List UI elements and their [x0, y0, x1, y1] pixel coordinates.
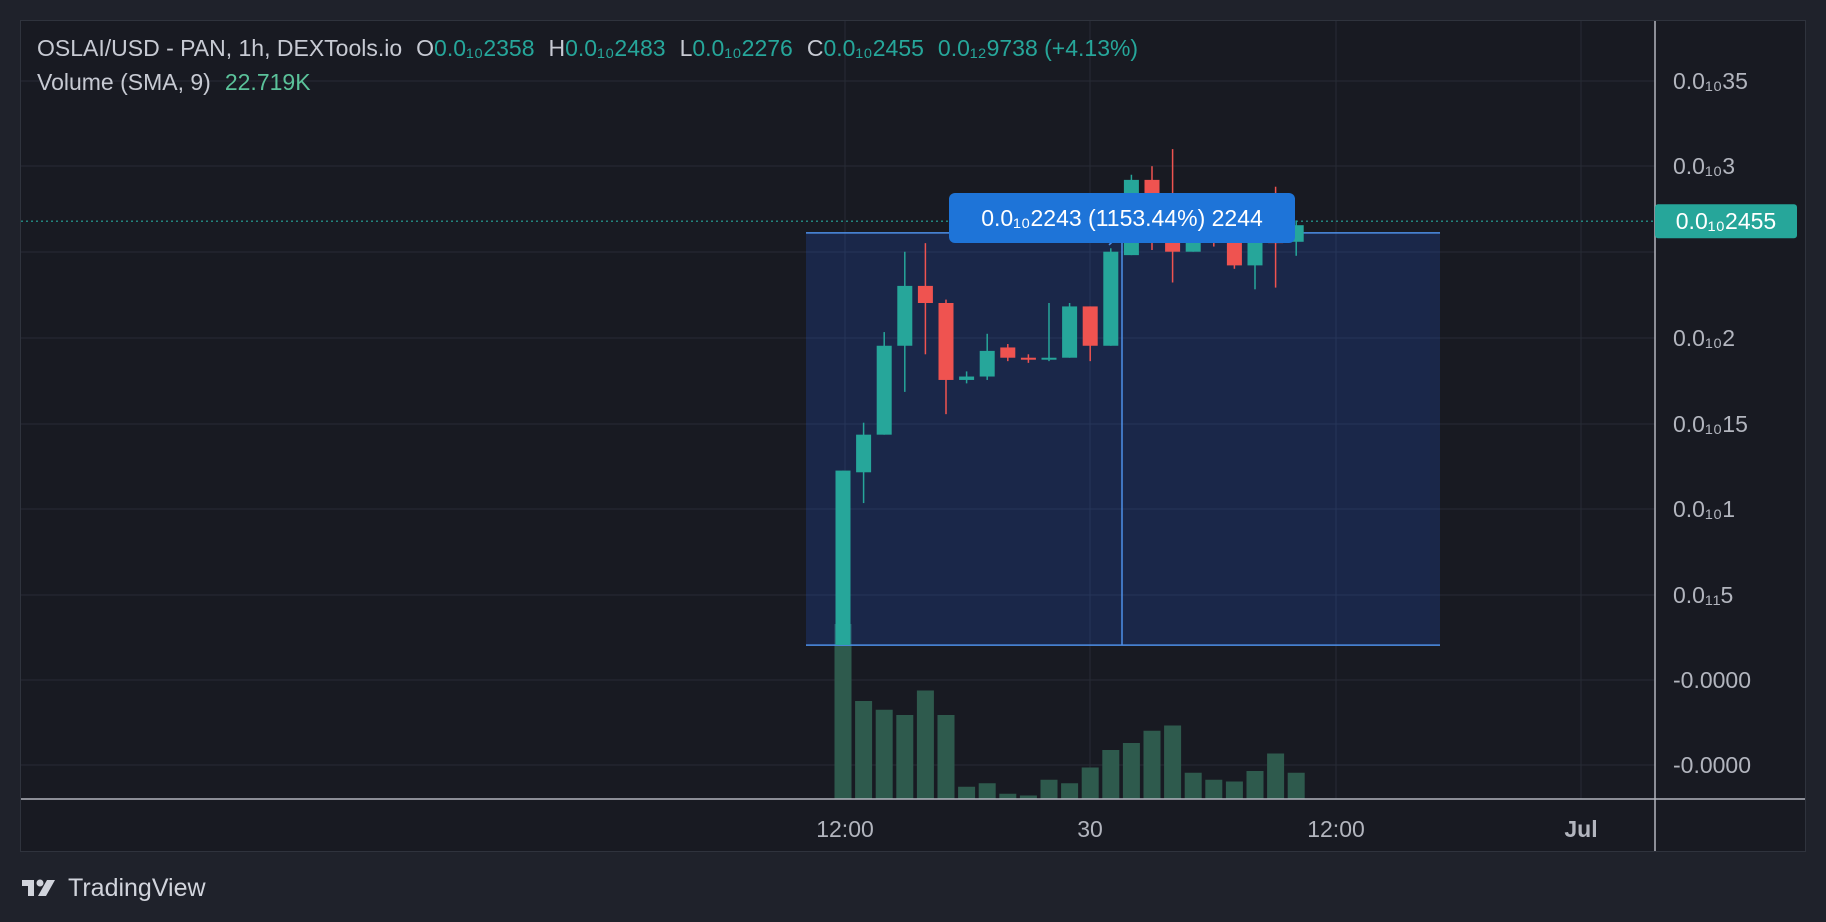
- x-tick-label: 30: [1077, 816, 1103, 842]
- volume-bar: [1164, 725, 1182, 799]
- volume-bar: [978, 783, 996, 799]
- candle-body: [938, 303, 954, 380]
- volume-bar: [916, 690, 934, 799]
- volume-bar: [1184, 772, 1202, 799]
- symbol-label[interactable]: OSLAI/USD - PAN, 1h, DEXTools.io: [37, 35, 403, 61]
- close-value: 0.0₁₀2455: [823, 35, 924, 61]
- candle-body: [1082, 306, 1098, 346]
- volume-bar: [937, 715, 955, 799]
- measure-tooltip-text: 0.0₁₀2243 (1153.44%) 2244: [981, 205, 1263, 231]
- volume-bar: [1102, 750, 1120, 799]
- candle-body: [1062, 306, 1078, 358]
- brand-name[interactable]: TradingView: [68, 873, 206, 902]
- volume-bar: [1205, 779, 1223, 799]
- y-tick-label: 0.0₁₀15: [1673, 411, 1748, 437]
- y-tick-label: 0.0₁₀35: [1673, 68, 1748, 94]
- volume-bar: [1122, 743, 1140, 799]
- y-tick-label: 0.0₁₀2: [1673, 325, 1735, 351]
- last-price-text: 0.0₁₀2455: [1676, 208, 1776, 234]
- volume-bar: [834, 624, 852, 799]
- candle-body: [876, 345, 892, 435]
- candle-body: [917, 285, 933, 303]
- high-value: 0.0₁₀2483: [565, 35, 666, 61]
- candle-body: [1041, 357, 1057, 360]
- volume-bar: [1267, 753, 1285, 799]
- candle-body: [1020, 357, 1036, 360]
- close-label: C: [806, 35, 824, 61]
- volume-bar: [875, 709, 893, 799]
- y-tick-label: 0.0₁₁5: [1673, 582, 1733, 608]
- volume-bar: [1143, 730, 1161, 799]
- volume-bar: [999, 793, 1017, 799]
- candle-body: [856, 434, 872, 473]
- volume-bar: [1040, 779, 1058, 799]
- axes: 0.0₁₀35 0.0₁₀3 0.0₁₀2 0.0₁₀15 0.0₁₀1 0.0₁₁5 -0…: [21, 21, 1805, 851]
- measure-tooltip: [949, 193, 1295, 243]
- volume-bar: [855, 701, 873, 799]
- volume-bar: [1287, 772, 1305, 799]
- volume-bar: [1019, 795, 1037, 799]
- y-tick-label: -0.0000: [1673, 752, 1751, 778]
- x-tick-label: Jul: [1564, 816, 1597, 842]
- volume-bar: [958, 786, 976, 799]
- candle-body: [959, 376, 975, 380]
- y-tick-label: 0.0₁₀3: [1673, 153, 1735, 179]
- open-value: 0.0₁₀2358: [434, 35, 535, 61]
- x-tick-label: 12:00: [816, 816, 874, 842]
- candle-body: [897, 285, 913, 346]
- tradingview-logo-icon[interactable]: [20, 876, 60, 900]
- volume-legend: Volume (SMA, 9) 22.719K: [37, 69, 311, 96]
- open-label: O: [416, 35, 435, 61]
- low-label: L: [679, 35, 693, 61]
- ohlc-legend: OSLAI/USD - PAN, 1h, DEXTools.io O 0.0₁₀…: [37, 35, 1138, 62]
- low-value: 0.0₁₀2276: [692, 35, 793, 61]
- volume-bar: [1081, 767, 1099, 799]
- candle-body: [979, 350, 995, 377]
- volume-label[interactable]: Volume (SMA, 9): [37, 69, 211, 95]
- change-value: 0.0₁₂9738 (+4.13%): [937, 35, 1139, 61]
- last-price-badge: [1655, 204, 1797, 239]
- candle-body: [1103, 251, 1119, 346]
- volume-bar: [1061, 783, 1079, 799]
- volume-value: 22.719K: [224, 69, 311, 95]
- volume-bar: [1225, 781, 1243, 799]
- chart-frame[interactable]: 0.0₁₀35 0.0₁₀3 0.0₁₀2 0.0₁₀15 0.0₁₀1 0.0₁₁5 -0…: [20, 20, 1806, 852]
- volume-bar: [896, 715, 914, 799]
- y-tick-label: -0.0000: [1673, 667, 1751, 693]
- y-tick-label: 0.0₁₀1: [1673, 496, 1735, 522]
- x-tick-label: 12:00: [1307, 816, 1365, 842]
- volume-bars: [834, 624, 1305, 799]
- chart-canvas[interactable]: 0.0₁₀35 0.0₁₀3 0.0₁₀2 0.0₁₀15 0.0₁₀1 0.0₁₁5 -0…: [21, 21, 1806, 852]
- candle-body: [835, 470, 851, 645]
- footer: TradingView: [20, 872, 206, 904]
- volume-bar: [1246, 771, 1264, 799]
- candle-body: [1000, 347, 1016, 358]
- high-label: H: [548, 35, 566, 61]
- candle-body: [1226, 238, 1242, 266]
